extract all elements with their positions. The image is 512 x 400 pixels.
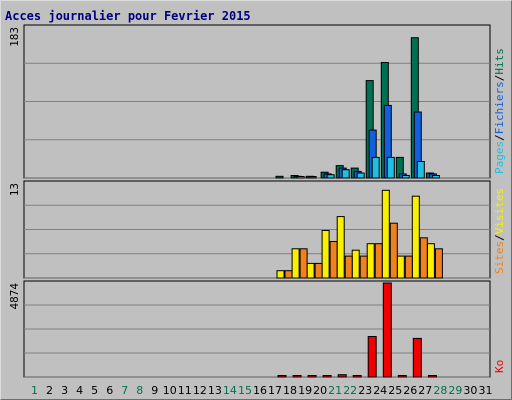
x-axis-labels: 1 2 3 4 5 6 7 8 9 10 11 12 13 14 15 16 17 18 19 20 21 22 23 24 2…: [31, 384, 493, 397]
x-tick-label: 19: [298, 384, 312, 397]
x-tick-label: 10: [163, 384, 177, 397]
legend: Sites/Visites: [493, 188, 506, 274]
y-max-label: 4874: [8, 283, 21, 310]
bar-visites-day-18: [276, 270, 285, 279]
x-tick-label: 18: [283, 384, 297, 397]
bar-visites-day-26: [396, 255, 405, 279]
x-tick-label: 15: [238, 384, 252, 397]
x-tick-label: 25: [388, 384, 402, 397]
bar-visites-day-25: [381, 189, 390, 279]
bar-pages-day-22: [341, 169, 350, 179]
x-tick-label: 3: [61, 384, 68, 397]
x-tick-label: 8: [136, 384, 143, 397]
bar-ko-day-28: [427, 375, 437, 378]
x-tick-label: 13: [208, 384, 222, 397]
x-tick-label: 29: [448, 384, 462, 397]
bar-visites-day-23: [351, 249, 360, 279]
bar-sites-day-26: [404, 255, 413, 279]
x-tick-label: 14: [223, 384, 237, 397]
x-tick-label: 20: [313, 384, 327, 397]
legend-entry: Pages: [493, 141, 506, 174]
x-tick-label: 12: [193, 384, 207, 397]
bar-sites-day-25: [389, 222, 398, 279]
bar-pages-day-23: [356, 172, 365, 179]
y-max-label: 183: [8, 27, 21, 47]
legend: Pages/Fichiers/Hits: [493, 48, 506, 174]
x-tick-label: 16: [253, 384, 267, 397]
legend-entry: Fichiers: [493, 81, 506, 134]
bar-pages-day-25: [386, 156, 395, 179]
x-tick-label: 28: [433, 384, 447, 397]
bar-pages-day-24: [371, 156, 380, 179]
bar-visites-day-19: [291, 248, 300, 279]
legend: Ko: [493, 360, 506, 373]
chart-title: Acces journalier pour Fevrier 2015: [5, 9, 251, 23]
bar-ko-day-20: [307, 375, 317, 378]
x-tick-label: 4: [76, 384, 83, 397]
bar-pages-day-27: [416, 161, 425, 179]
bar-visites-day-24: [366, 243, 375, 279]
x-tick-label: 21: [328, 384, 342, 397]
x-tick-label: 5: [91, 384, 98, 397]
bar-sites-day-21: [329, 241, 338, 279]
legend-entry: /: [493, 75, 506, 82]
bar-sites-day-19: [299, 248, 308, 279]
legend-entry: Visites: [493, 188, 506, 234]
bar-ko-day-22: [337, 374, 347, 378]
bar-pages-day-26: [401, 175, 410, 179]
legend-entry: Hits: [493, 48, 506, 75]
panel-ko: 4874 Ko: [8, 280, 506, 378]
x-tick-label: 9: [151, 384, 158, 397]
legend-entry: Ko: [493, 360, 506, 373]
x-tick-label: 30: [463, 384, 477, 397]
legend-entry: /: [493, 234, 506, 241]
bar-ko-day-19: [292, 375, 302, 378]
x-tick-label: 23: [358, 384, 372, 397]
x-tick-label: 22: [343, 384, 357, 397]
bar-ko-day-21: [322, 375, 332, 378]
bar-pages-day-19: [296, 176, 305, 179]
bar-sites-day-28: [434, 248, 443, 279]
bar-pages-day-21: [326, 174, 335, 179]
bar-pages-day-28: [431, 175, 440, 179]
bar-ko-day-25: [382, 282, 392, 378]
x-tick-label: 6: [106, 384, 113, 397]
bar-ko-day-27: [412, 337, 422, 378]
bar-sites-day-22: [344, 255, 353, 279]
y-max-label: 13: [8, 183, 21, 196]
bar-ko-day-23: [352, 375, 362, 378]
x-tick-label: 2: [46, 384, 53, 397]
panel-sites-visites: 13 Sites/Visites: [8, 180, 506, 279]
bar-fichiers-day-20: [308, 176, 317, 179]
bar-visites-day-27: [411, 195, 420, 279]
bar-visites-day-28: [426, 243, 435, 279]
bar-sites-day-18: [284, 270, 293, 279]
bar-visites-day-20: [306, 262, 315, 279]
x-tick-label: 24: [373, 384, 387, 397]
x-tick-label: 11: [178, 384, 192, 397]
bar-sites-day-27: [419, 237, 428, 279]
x-tick-label: 17: [268, 384, 282, 397]
x-tick-label: 27: [418, 384, 432, 397]
legend-entry: /: [493, 134, 506, 141]
bar-ko-day-26: [397, 375, 407, 378]
x-tick-label: 26: [403, 384, 417, 397]
chart-panels: 183Pages/Fichiers/Hits13Sites/Visites487…: [8, 24, 506, 378]
bar-ko-day-18: [277, 375, 287, 378]
x-tick-label: 1: [31, 384, 38, 397]
legend-entry: Sites: [493, 241, 506, 274]
bar-visites-day-22: [336, 216, 345, 279]
bar-sites-day-20: [314, 262, 323, 279]
bar-sites-day-23: [359, 255, 368, 279]
bar-visites-day-21: [321, 230, 330, 279]
x-tick-label: 31: [479, 384, 493, 397]
bar-hits-day-18: [275, 175, 284, 179]
x-tick-label: 7: [121, 384, 128, 397]
bar-sites-day-24: [374, 243, 383, 279]
bar-ko-day-24: [367, 336, 377, 378]
